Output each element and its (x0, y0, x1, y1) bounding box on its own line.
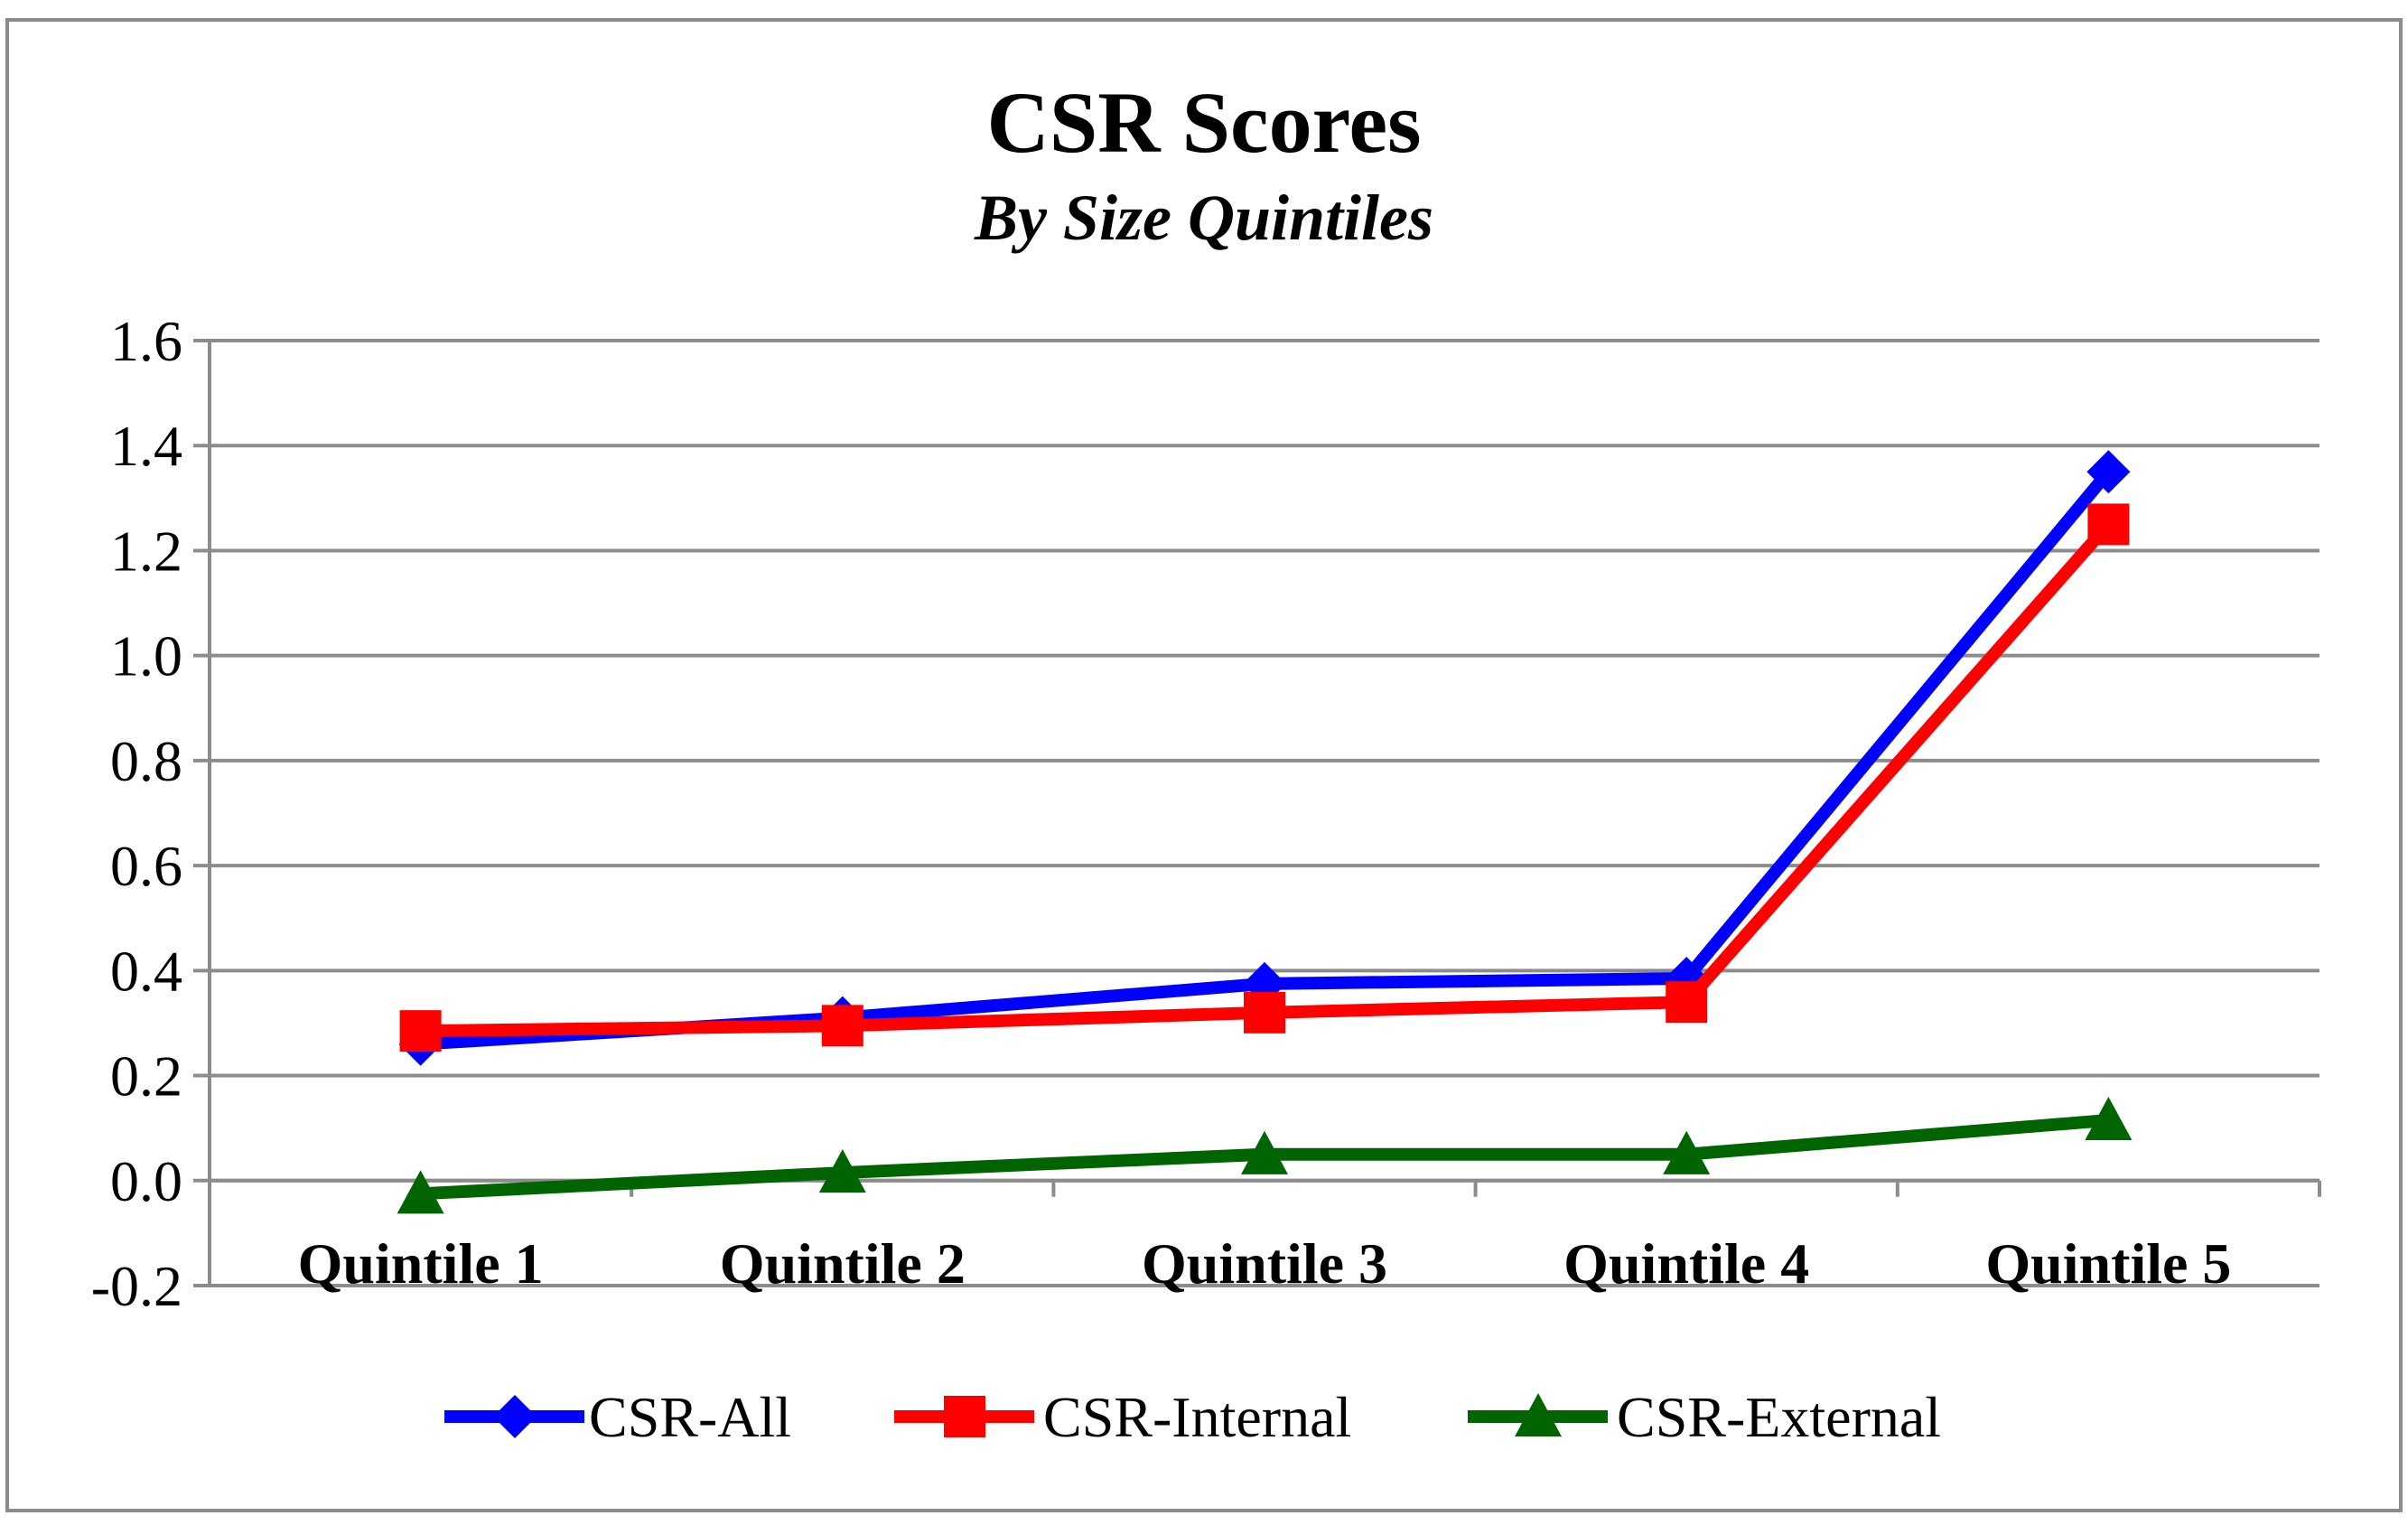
y-tick-label: 0.0 (110, 1149, 182, 1213)
legend-label: CSR-External (1617, 1385, 1941, 1449)
data-point (821, 1005, 863, 1047)
chart-subtitle: By Size Quintiles (974, 182, 1433, 254)
data-point (1666, 981, 1708, 1024)
legend: CSR-All CSR-Internal CSR-External (444, 1385, 1941, 1449)
y-tick-label: 0.2 (110, 1044, 182, 1109)
chart-title: CSR Scores (987, 74, 1422, 171)
y-tick-label: 0.6 (110, 834, 182, 898)
legend-item-csr-internal: CSR-Internal (894, 1385, 1351, 1449)
legend-marker (1515, 1393, 1562, 1437)
y-tick-label: 1.0 (110, 624, 182, 688)
series (397, 450, 2133, 1214)
data-point (399, 1010, 442, 1053)
y-tick-label: 1.4 (110, 414, 182, 478)
y-tick-label: 0.8 (110, 729, 182, 793)
data-point (1663, 1130, 1711, 1174)
data-point (397, 1170, 444, 1214)
legend-marker (493, 1395, 537, 1438)
data-point (2086, 450, 2131, 494)
y-tick-label: -0.2 (91, 1254, 182, 1318)
y-tick-label: 0.4 (110, 939, 182, 1003)
y-tick-label: 1.6 (110, 309, 182, 373)
legend-item-csr-external: CSR-External (1468, 1385, 1941, 1449)
series-csr-external (397, 1096, 2133, 1214)
x-tick-label: Quintile 3 (1142, 1231, 1387, 1296)
data-point (1244, 991, 1285, 1034)
data-point (2087, 503, 2130, 546)
y-tick-label: 1.2 (110, 519, 182, 583)
x-axis-tick-labels: Quintile 1 Quintile 2 Quintile 3 Quintile 4… (298, 1231, 2232, 1296)
chart-border (5, 18, 2403, 1512)
data-point (2085, 1096, 2133, 1141)
y-axis-tick-labels: -0.2 0.0 0.2 0.4 0.6 0.8 1.0 1.2 1.4 1.6 (91, 309, 182, 1318)
legend-label: CSR-All (589, 1385, 791, 1449)
legend-item-csr-all: CSR-All (444, 1385, 791, 1449)
x-tick-label: Quintile 5 (1985, 1231, 2231, 1296)
x-tick-label: Quintile 2 (720, 1231, 966, 1296)
data-point (818, 1149, 866, 1193)
x-tick-label: Quintile 1 (298, 1231, 544, 1296)
legend-label: CSR-Internal (1043, 1385, 1351, 1449)
data-point (1241, 1130, 1288, 1174)
x-tick-label: Quintile 4 (1563, 1231, 1809, 1296)
series-csr-internal (399, 503, 2130, 1053)
legend-marker (944, 1396, 985, 1437)
